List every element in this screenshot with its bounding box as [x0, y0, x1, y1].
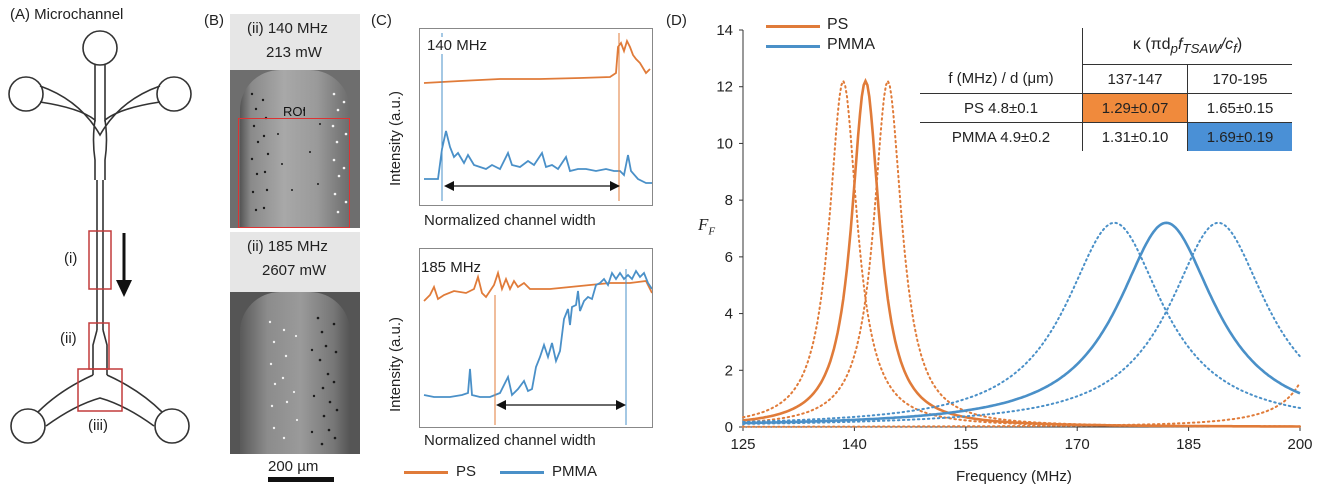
legend-c-ps: PS — [456, 463, 477, 480]
y-tick-label: 14 — [716, 22, 733, 39]
intensity-traces-140 — [423, 33, 652, 201]
series-ps-solid-0 — [742, 77, 1300, 428]
panel-d-label: (D) — [666, 12, 687, 29]
y-tick-label: 12 — [716, 79, 733, 96]
row-pmma-v1: 1.31±0.10 — [1082, 122, 1188, 151]
series-ps-dotted-2 — [742, 78, 1301, 428]
plot2-title: 185 MHz — [421, 259, 482, 276]
legend-d-pmma: PMMA — [827, 36, 875, 53]
row-pmma-label: PMMA 4.9±0.2 — [920, 122, 1083, 151]
roi-ii-label: (ii) — [60, 330, 77, 347]
row-pmma-v2: 1.69±0.19 — [1187, 122, 1292, 151]
x-tick-label: 170 — [1065, 436, 1090, 453]
particle-dots-140 — [250, 92, 348, 214]
plot1-xlabel: Normalized channel width — [424, 212, 596, 229]
series-pmma-dotted-6 — [742, 221, 1301, 425]
row-ps-label: PS 4.8±0.1 — [920, 93, 1083, 123]
img1-freq: (ii) 140 MHz — [247, 20, 328, 37]
kappa-table: κ (πdpfTSAW/cf) f (MHz) / d (μm) 137-147… — [920, 28, 1292, 151]
panel-a-label: (A) Microchannel — [10, 6, 124, 23]
img2-power: 2607 mW — [262, 262, 327, 279]
legend-d-pmma-swatch — [766, 45, 820, 48]
x-tick-label: 125 — [730, 436, 755, 453]
series-ps-dotted-3 — [742, 381, 1301, 428]
micrograph-185mhz — [230, 232, 360, 454]
scalebar — [268, 477, 334, 482]
trace-ps-140 — [423, 38, 651, 84]
x-tick-label: 140 — [842, 436, 867, 453]
col2-head: 170-195 — [1187, 64, 1292, 94]
roi-i-box — [88, 230, 112, 290]
legend-c-pmma-swatch — [500, 471, 544, 474]
intensity-plot-140 — [419, 28, 653, 206]
plot2-xlabel: Normalized channel width — [424, 432, 596, 449]
trace-ps-185 — [423, 269, 653, 302]
legend-d-ps-swatch — [766, 25, 820, 28]
roi-iii-label: (iii) — [88, 417, 108, 434]
legend-d-ps: PS — [827, 16, 849, 33]
y-tick-label: 10 — [716, 135, 733, 152]
intensity-traces-185 — [423, 269, 653, 425]
trace-pmma-140 — [424, 130, 652, 184]
y-tick-label: 2 — [725, 362, 733, 379]
panel-c-label: (C) — [371, 12, 392, 29]
roi-box-b — [238, 118, 350, 228]
microchannel-schematic — [8, 30, 192, 444]
row-label-head: f (MHz) / d (μm) — [920, 64, 1083, 94]
legend-c-ps-swatch — [404, 471, 448, 474]
x-axis-label: Frequency (MHz) — [956, 468, 1072, 485]
plot1-title: 140 MHz — [425, 37, 490, 54]
col1-head: 137-147 — [1082, 64, 1188, 94]
img1-power: 213 mW — [266, 44, 322, 61]
roi-label-b: ROI — [283, 104, 307, 119]
img2-freq: (ii) 185 MHz — [247, 238, 328, 255]
y-axis-label: FF — [698, 215, 716, 238]
row-ps-v1: 1.29±0.07 — [1082, 93, 1188, 123]
trace-pmma-185 — [423, 269, 653, 398]
micrograph-140mhz — [230, 14, 360, 228]
row-ps-v2: 1.65±0.15 — [1187, 93, 1292, 123]
x-tick-label: 200 — [1287, 436, 1312, 453]
roi-iii-box — [77, 368, 123, 412]
kappa-table-wrap: κ (πdpfTSAW/cf) f (MHz) / d (μm) 137-147… — [920, 28, 1292, 151]
particle-dots-185 — [268, 316, 339, 446]
series-pmma-solid-4 — [742, 221, 1301, 425]
x-tick-label: 155 — [953, 436, 978, 453]
legend-c-pmma: PMMA — [552, 463, 597, 480]
scalebar-label: 200 µm — [268, 458, 319, 475]
kappa-header: κ (πdpfTSAW/cf) — [1082, 28, 1292, 65]
y-tick-label: 8 — [725, 192, 733, 209]
y-tick-label: 0 — [725, 419, 733, 436]
y-tick-label: 6 — [725, 249, 733, 266]
x-tick-label: 185 — [1176, 436, 1201, 453]
series-ps-dotted-1 — [742, 78, 1301, 428]
roi-i-label: (i) — [64, 250, 78, 267]
y-tick-label: 4 — [725, 306, 733, 323]
panel-b-label: (B) — [204, 12, 224, 29]
intensity-plot-185 — [419, 248, 653, 428]
